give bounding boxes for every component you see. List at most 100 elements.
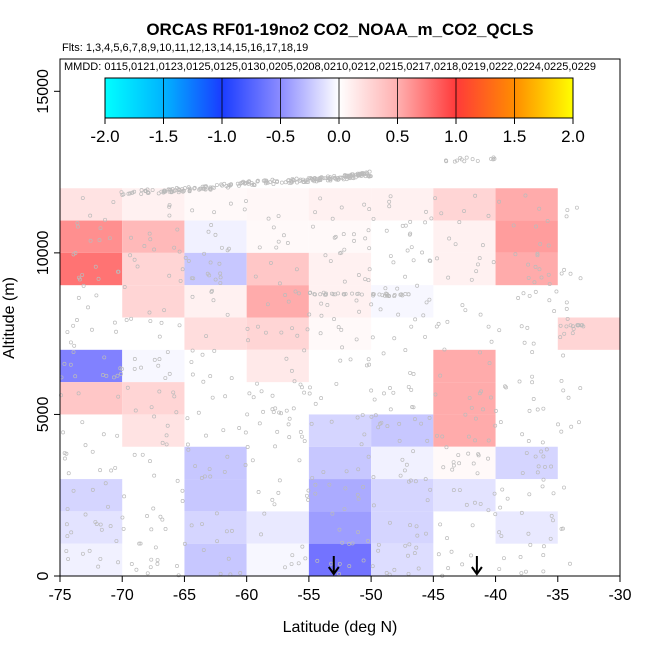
sample-point (303, 556, 308, 561)
sample-point (284, 408, 289, 413)
sample-point (318, 196, 323, 201)
sample-point (423, 220, 428, 225)
sample-point (261, 409, 266, 414)
heatmap-cell (246, 188, 309, 221)
sample-point (391, 260, 396, 265)
sample-point (568, 271, 573, 276)
sample-point (306, 488, 311, 493)
sample-point (551, 518, 555, 523)
sample-point (526, 275, 531, 280)
sample-point (362, 202, 367, 207)
sample-point (486, 456, 490, 461)
sample-point (212, 210, 217, 215)
sample-point (291, 406, 296, 411)
sample-point (356, 467, 361, 472)
sample-point (565, 316, 570, 321)
sample-point (427, 415, 432, 420)
sample-point (189, 360, 194, 364)
sample-point (186, 258, 191, 263)
sample-point (99, 527, 104, 532)
sample-point (487, 361, 492, 366)
sample-point (502, 556, 506, 561)
sample-point (552, 309, 557, 314)
sample-point (87, 548, 92, 553)
sample-point (383, 286, 388, 291)
sample-point (295, 180, 300, 185)
sample-point (59, 393, 63, 398)
sample-point (243, 430, 248, 435)
sample-point (228, 182, 233, 187)
sample-point (409, 245, 414, 250)
sample-point (403, 274, 408, 279)
heatmap-cell (371, 188, 434, 221)
sample-point (71, 350, 76, 354)
sample-point (73, 251, 78, 255)
sample-point (306, 497, 311, 502)
sample-point (114, 539, 119, 543)
colorbar-tick-label: 1.5 (503, 127, 527, 146)
sample-point (356, 530, 360, 535)
sample-point (380, 293, 385, 298)
sample-point (405, 248, 410, 253)
sample-point (314, 179, 319, 184)
sample-point (308, 290, 313, 295)
sample-point (313, 482, 318, 487)
sample-point (329, 419, 334, 424)
sample-point (444, 445, 449, 450)
sample-point (541, 454, 546, 459)
sample-point (116, 394, 121, 399)
sample-point (354, 337, 359, 342)
sample-point (148, 459, 152, 464)
heatmap-cell (246, 349, 309, 383)
sample-point (493, 408, 498, 413)
sample-point (155, 561, 160, 566)
sample-point (547, 298, 552, 303)
sample-point (294, 176, 299, 181)
sample-point (539, 275, 544, 280)
sample-point (312, 292, 317, 297)
sample-point (558, 323, 563, 328)
heatmap-cell (308, 446, 372, 480)
sample-point (489, 339, 494, 344)
sample-point (497, 530, 502, 535)
sample-point (290, 326, 294, 331)
sample-point (93, 520, 98, 524)
sample-point (523, 569, 528, 574)
sample-point (559, 429, 564, 434)
sample-point (497, 328, 502, 333)
heatmap-cell (122, 188, 185, 221)
sample-point (462, 159, 467, 164)
sample-point (289, 562, 294, 566)
sample-point (578, 386, 583, 391)
heatmap-cell (371, 543, 434, 576)
sample-point (436, 321, 441, 326)
sample-point (575, 323, 580, 328)
sample-point (64, 549, 69, 554)
sample-point (339, 205, 344, 210)
sample-point (72, 343, 77, 348)
sample-point (391, 390, 396, 395)
sample-point (376, 542, 381, 547)
sample-point (189, 276, 194, 281)
sample-point (155, 558, 160, 562)
sample-point (471, 461, 476, 466)
sample-point (76, 391, 81, 396)
sample-point (75, 224, 80, 229)
sample-point (80, 272, 85, 277)
sample-point (68, 362, 73, 367)
heatmap-cell (308, 252, 372, 286)
sample-point (80, 196, 85, 200)
sample-point (409, 324, 414, 329)
sample-point (423, 334, 428, 339)
sample-point (162, 189, 167, 194)
sample-point (546, 243, 551, 248)
sample-point (397, 421, 402, 426)
sample-point (109, 468, 114, 473)
sample-point (208, 374, 213, 379)
sample-point (156, 191, 161, 196)
sample-point (151, 506, 156, 511)
sample-point (464, 155, 469, 160)
sample-point (559, 271, 564, 276)
sample-point (180, 499, 185, 503)
sample-point (369, 388, 374, 393)
